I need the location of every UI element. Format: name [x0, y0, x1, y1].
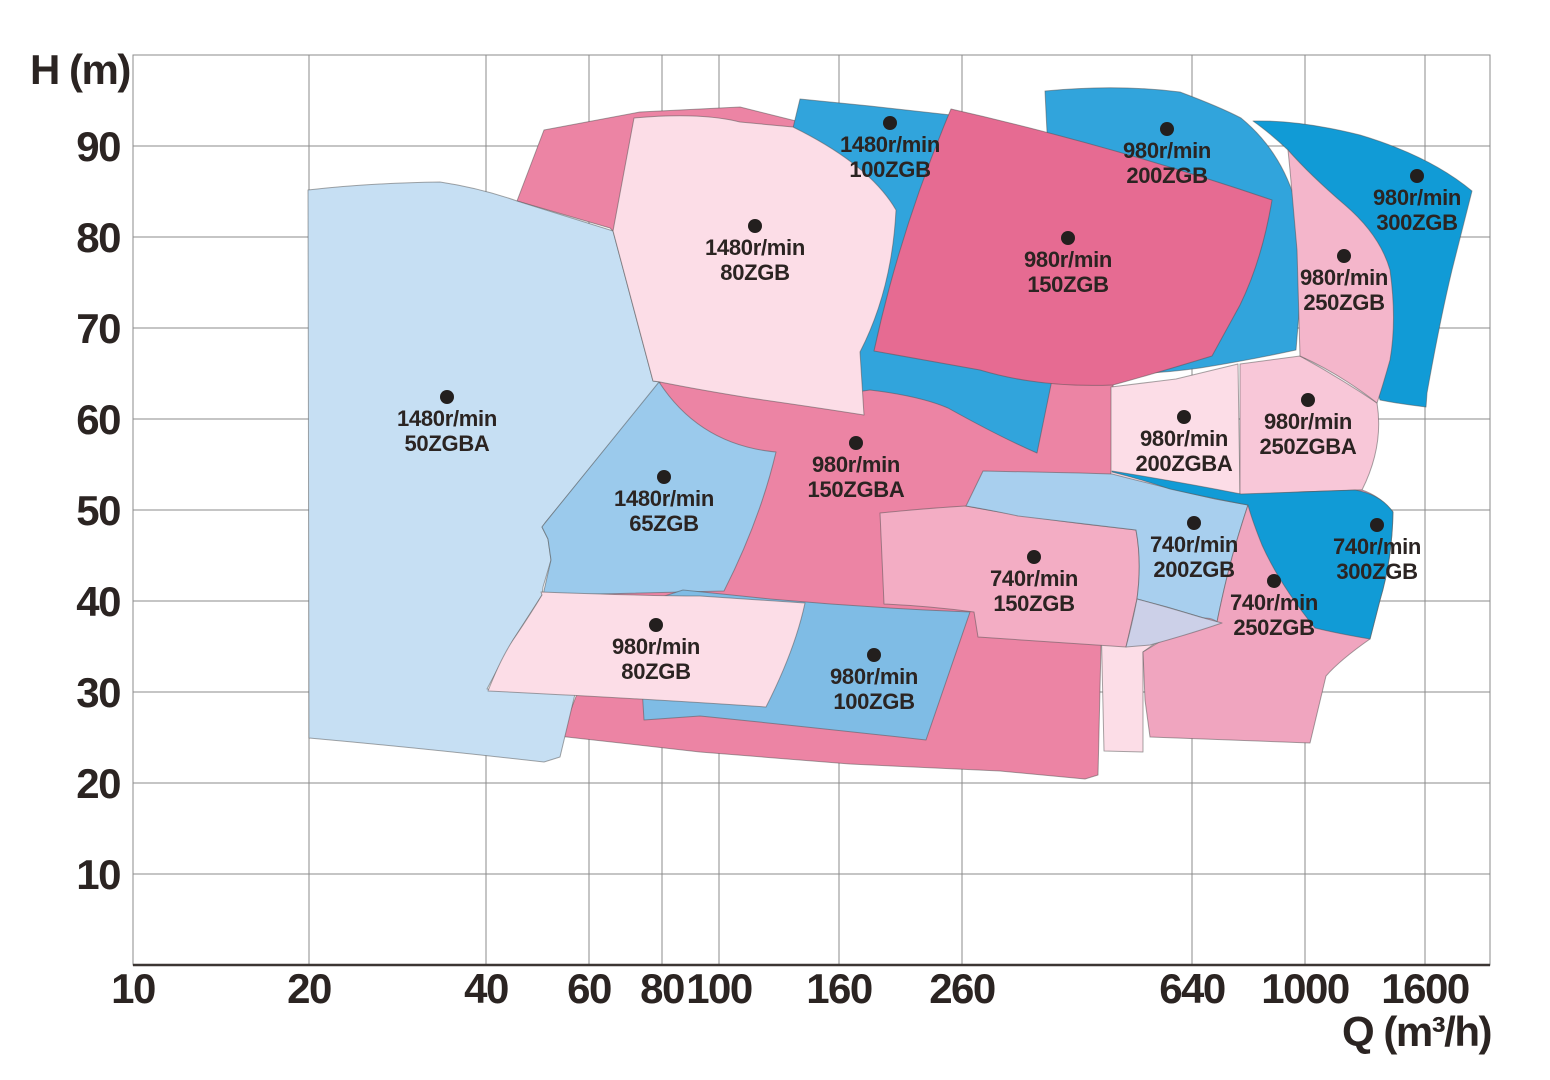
svg-text:65ZGB: 65ZGB	[629, 511, 698, 536]
svg-text:160: 160	[806, 965, 872, 1012]
svg-text:250ZGB: 250ZGB	[1233, 615, 1314, 640]
svg-text:740r/min: 740r/min	[1150, 532, 1238, 557]
svg-text:640: 640	[1159, 965, 1225, 1012]
svg-text:30: 30	[76, 669, 120, 716]
svg-text:980r/min: 980r/min	[612, 634, 700, 659]
svg-text:150ZGBA: 150ZGBA	[808, 477, 905, 502]
svg-text:60: 60	[76, 396, 120, 443]
svg-text:40: 40	[76, 578, 120, 625]
svg-text:1480r/min: 1480r/min	[840, 132, 940, 157]
svg-text:980r/min: 980r/min	[1123, 138, 1211, 163]
svg-text:250ZGBA: 250ZGBA	[1260, 434, 1357, 459]
svg-text:1480r/min: 1480r/min	[614, 486, 714, 511]
svg-text:980r/min: 980r/min	[1264, 409, 1352, 434]
svg-text:200ZGB: 200ZGB	[1153, 557, 1234, 582]
svg-text:20: 20	[287, 965, 331, 1012]
svg-text:80: 80	[76, 214, 120, 261]
svg-text:100: 100	[686, 965, 752, 1012]
svg-text:150ZGB: 150ZGB	[993, 591, 1074, 616]
svg-text:10: 10	[111, 965, 155, 1012]
svg-text:1480r/min: 1480r/min	[705, 235, 805, 260]
svg-text:980r/min: 980r/min	[1373, 185, 1461, 210]
svg-text:200ZGBA: 200ZGBA	[1136, 451, 1233, 476]
svg-text:60: 60	[567, 965, 611, 1012]
svg-text:980r/min: 980r/min	[812, 452, 900, 477]
svg-text:50: 50	[76, 487, 120, 534]
svg-text:980r/min: 980r/min	[1140, 426, 1228, 451]
svg-text:Q (m³/h): Q (m³/h)	[1342, 1008, 1491, 1055]
svg-text:70: 70	[76, 305, 120, 352]
svg-text:200ZGB: 200ZGB	[1126, 163, 1207, 188]
svg-text:150ZGB: 150ZGB	[1027, 272, 1108, 297]
svg-text:1600: 1600	[1381, 965, 1469, 1012]
svg-text:980r/min: 980r/min	[1300, 265, 1388, 290]
svg-text:80ZGB: 80ZGB	[621, 659, 690, 684]
svg-text:260: 260	[929, 965, 995, 1012]
svg-text:80ZGB: 80ZGB	[720, 260, 789, 285]
svg-text:300ZGB: 300ZGB	[1376, 210, 1457, 235]
svg-text:10: 10	[76, 851, 120, 898]
svg-text:980r/min: 980r/min	[1024, 247, 1112, 272]
svg-text:740r/min: 740r/min	[1333, 534, 1421, 559]
svg-text:740r/min: 740r/min	[990, 566, 1078, 591]
svg-text:740r/min: 740r/min	[1230, 590, 1318, 615]
svg-text:100ZGB: 100ZGB	[849, 157, 930, 182]
svg-text:50ZGBA: 50ZGBA	[405, 431, 490, 456]
svg-text:90: 90	[76, 123, 120, 170]
svg-text:80: 80	[640, 965, 684, 1012]
svg-text:H (m): H (m)	[30, 46, 130, 93]
svg-text:300ZGB: 300ZGB	[1336, 559, 1417, 584]
svg-text:980r/min: 980r/min	[830, 664, 918, 689]
svg-text:20: 20	[76, 760, 120, 807]
svg-text:1000: 1000	[1261, 965, 1349, 1012]
svg-text:100ZGB: 100ZGB	[833, 689, 914, 714]
svg-text:1480r/min: 1480r/min	[397, 406, 497, 431]
svg-text:250ZGB: 250ZGB	[1303, 290, 1384, 315]
svg-text:40: 40	[464, 965, 508, 1012]
